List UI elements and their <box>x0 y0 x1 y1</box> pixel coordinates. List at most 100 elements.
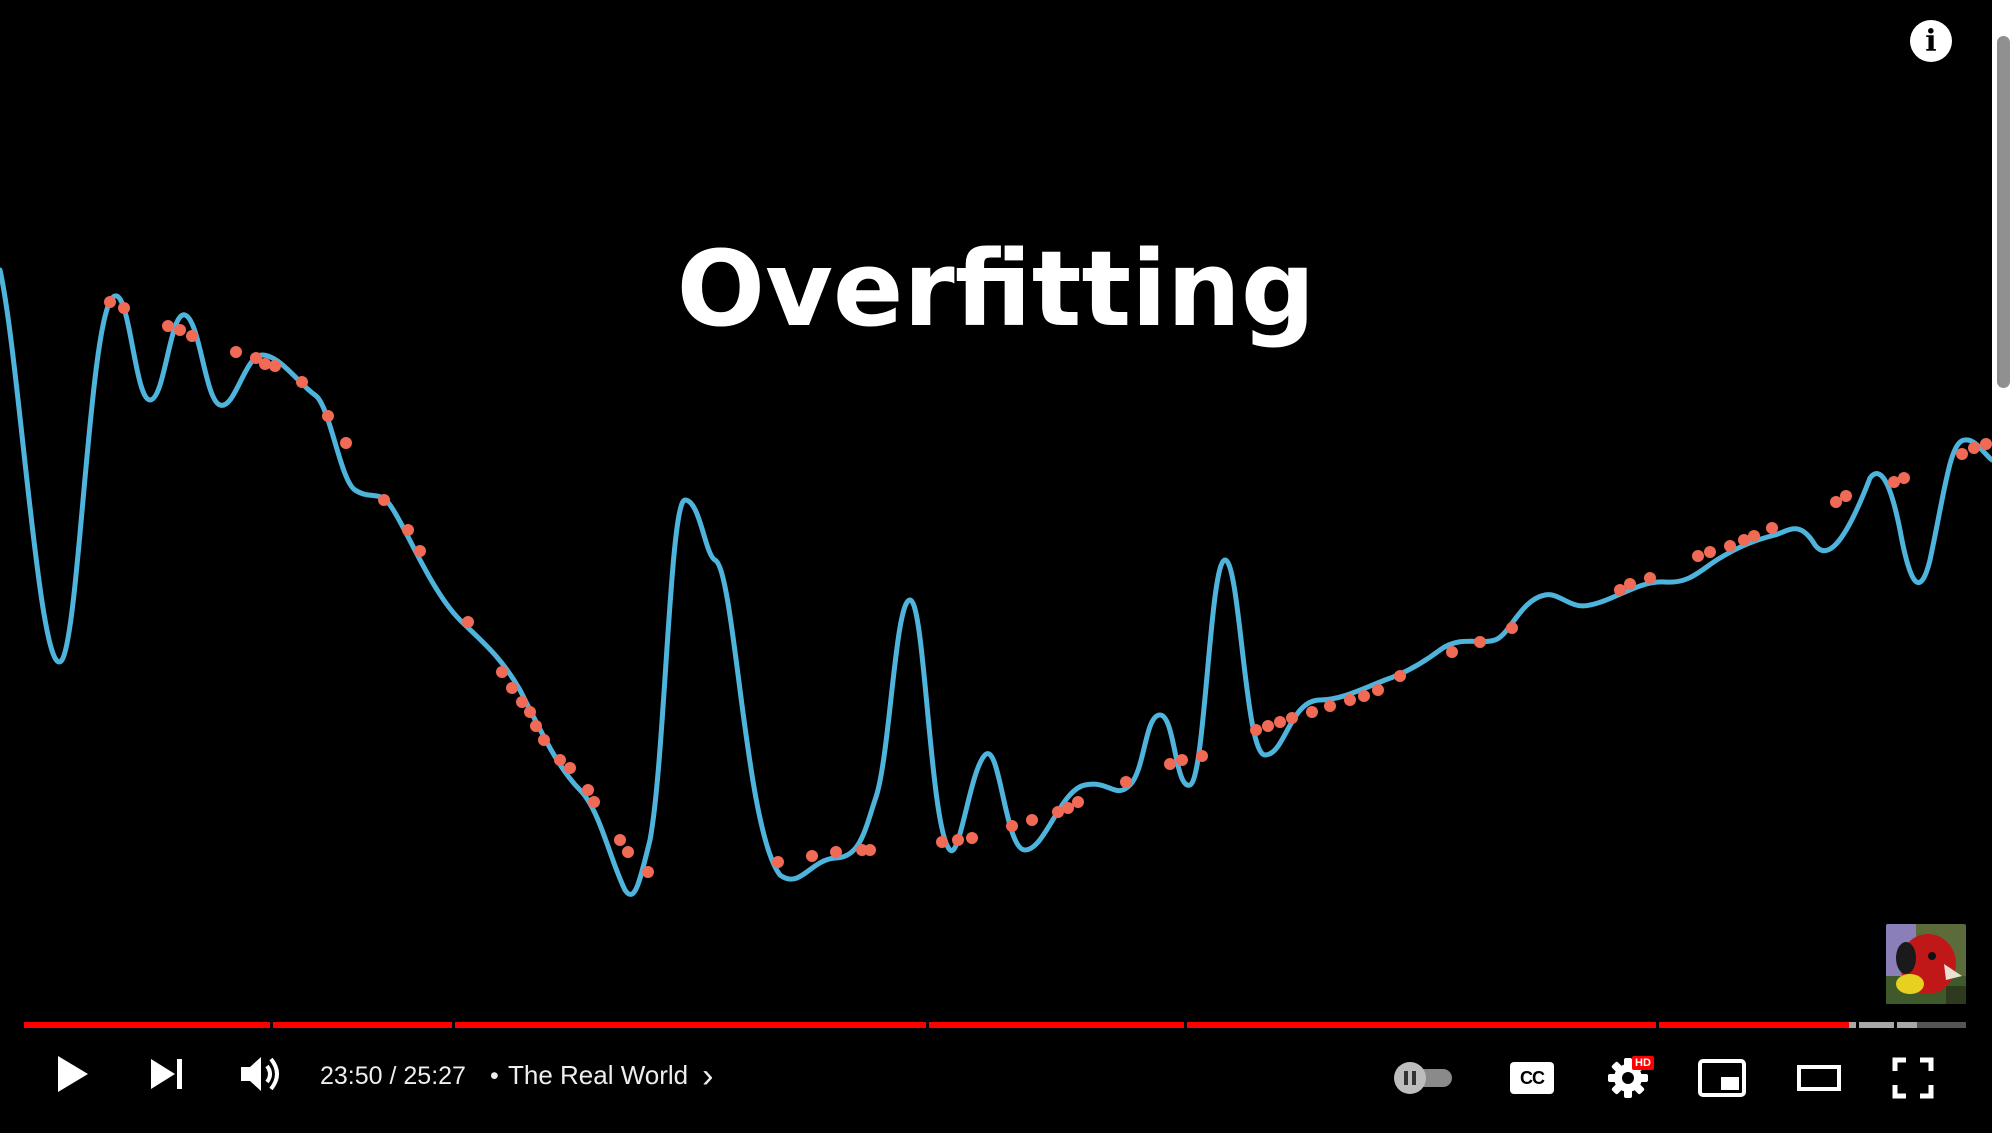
data-point <box>614 834 626 846</box>
video-title-text: Overfitting <box>676 228 1316 350</box>
data-point <box>1968 442 1980 454</box>
progress-played-segment <box>929 1022 1184 1028</box>
data-point <box>564 762 576 774</box>
data-points <box>104 296 1992 878</box>
volume-icon <box>241 1057 279 1091</box>
data-point <box>952 834 964 846</box>
scrollbar-thumb[interactable] <box>1997 36 2010 388</box>
autoplay-toggle[interactable] <box>1390 1060 1456 1096</box>
data-point <box>1474 636 1486 648</box>
data-point <box>588 796 600 808</box>
data-point <box>1898 472 1910 484</box>
data-point <box>1324 700 1336 712</box>
data-point <box>186 330 198 342</box>
data-point <box>966 832 978 844</box>
data-point <box>1446 646 1458 658</box>
data-point <box>1306 706 1318 718</box>
data-point <box>1724 540 1736 552</box>
data-point <box>462 616 474 628</box>
bird-avatar-icon <box>1886 924 1966 1004</box>
data-point <box>230 346 242 358</box>
data-point <box>1644 572 1656 584</box>
data-point <box>1980 438 1992 450</box>
progress-buffered-segment <box>1859 1022 1894 1028</box>
data-point <box>259 358 271 370</box>
data-point <box>772 856 784 868</box>
autoplay-toggle-icon <box>1394 1062 1452 1094</box>
volume-button[interactable] <box>236 1052 286 1096</box>
info-glyph: i <box>1925 23 1937 59</box>
progress-buffered-segment <box>1897 1022 1918 1028</box>
data-point <box>1704 546 1716 558</box>
data-point <box>1120 776 1132 788</box>
data-point <box>250 352 262 364</box>
data-point <box>1372 684 1384 696</box>
data-point <box>1196 750 1208 762</box>
cc-icon: CC <box>1510 1062 1554 1094</box>
data-point <box>1830 496 1842 508</box>
data-point <box>516 696 528 708</box>
overfit-curve <box>0 267 1992 897</box>
data-point <box>414 545 426 557</box>
data-point <box>1358 690 1370 702</box>
data-point <box>1394 670 1406 682</box>
progress-played-segment <box>1659 1022 1850 1028</box>
data-point <box>322 410 334 422</box>
data-point <box>118 302 130 314</box>
hd-badge: HD <box>1632 1056 1654 1070</box>
data-point <box>1748 530 1760 542</box>
theater-mode-button[interactable] <box>1795 1060 1843 1096</box>
data-point <box>524 706 536 718</box>
next-button[interactable] <box>145 1052 189 1096</box>
fullscreen-icon <box>1892 1057 1934 1099</box>
next-icon <box>151 1059 182 1089</box>
progress-buffered-segment <box>1849 1022 1856 1028</box>
data-point <box>1840 490 1852 502</box>
data-point <box>936 836 948 848</box>
data-point <box>506 682 518 694</box>
data-point <box>622 846 634 858</box>
cc-label: CC <box>1520 1067 1545 1088</box>
play-button[interactable] <box>50 1052 94 1096</box>
data-point <box>1176 754 1188 766</box>
data-point <box>642 866 654 878</box>
chapter-title-button[interactable]: The Real World › <box>508 1056 714 1095</box>
data-point <box>104 296 116 308</box>
info-icon[interactable]: i <box>1910 20 1952 62</box>
time-display: 23:50 / 25:27 <box>320 1062 466 1090</box>
data-point <box>1692 550 1704 562</box>
data-point <box>1274 716 1286 728</box>
data-point <box>1624 578 1636 590</box>
data-point <box>174 324 186 336</box>
settings-button[interactable]: HD <box>1604 1056 1654 1100</box>
data-point <box>1888 476 1900 488</box>
fullscreen-button[interactable] <box>1890 1056 1936 1100</box>
data-point <box>1738 534 1750 546</box>
progress-played-segment <box>24 1022 270 1028</box>
data-point <box>1344 694 1356 706</box>
miniplayer-icon <box>1698 1059 1746 1097</box>
data-point <box>1250 724 1262 736</box>
data-point <box>1262 720 1274 732</box>
data-point <box>1506 622 1518 634</box>
data-point <box>830 846 842 858</box>
data-point <box>378 494 390 506</box>
data-point <box>1026 814 1038 826</box>
data-point <box>1614 584 1626 596</box>
data-point <box>340 437 352 449</box>
miniplayer-button[interactable] <box>1696 1058 1748 1098</box>
captions-button[interactable]: CC <box>1508 1060 1556 1096</box>
channel-watermark[interactable] <box>1886 924 1966 1004</box>
data-point <box>1072 796 1084 808</box>
progress-played-segment <box>1187 1022 1656 1028</box>
gear-icon <box>1608 1058 1648 1098</box>
data-point <box>538 734 550 746</box>
progress-unbuffered-segment <box>1917 1022 1966 1028</box>
data-point <box>582 784 594 796</box>
progress-played-segment <box>273 1022 452 1028</box>
data-point <box>1052 806 1064 818</box>
progress-bar[interactable] <box>24 1022 1966 1030</box>
chevron-right-icon: › <box>702 1056 714 1095</box>
